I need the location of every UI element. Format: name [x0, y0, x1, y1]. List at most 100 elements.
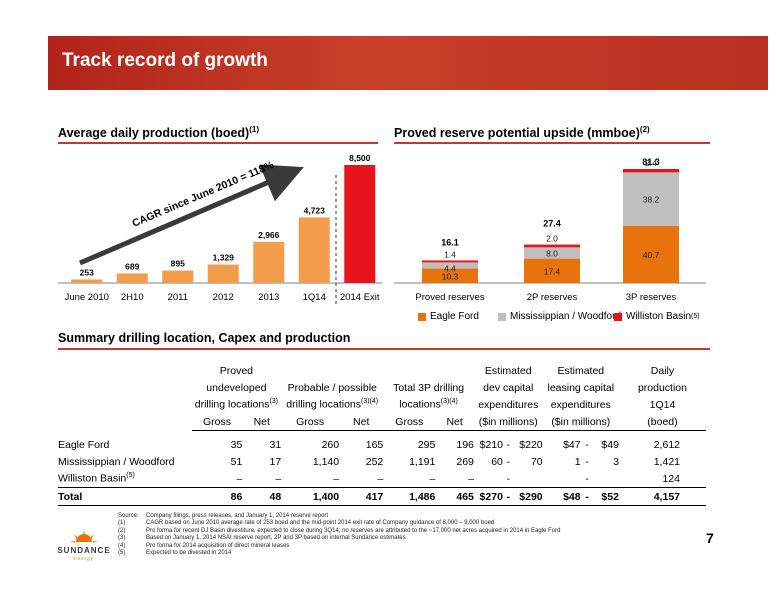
cell-pu-n: 48 [242, 487, 282, 506]
header-row-3: drilling locations(3) drilling locations… [58, 396, 706, 413]
hdr-probable-3: drilling locations(3)(4) [281, 396, 383, 413]
col-hdr-net: Net [339, 413, 384, 431]
hdr-daily-3: 1Q14 [649, 398, 676, 411]
cell-t-n: 465 [435, 487, 474, 506]
cell-dev-sep: - [502, 487, 514, 506]
cell-lease-hi [594, 470, 619, 488]
footnote-key: (5) [118, 550, 126, 557]
legend-swatch-eagle-ford [418, 312, 426, 321]
summary-title-rule [58, 348, 710, 350]
footnote: Source: Company filings, press releases, … [118, 513, 560, 520]
col-hdr-gross: Gross [281, 413, 340, 431]
reserves-title-text: Proved reserve potential upside (mmboe) [394, 126, 640, 141]
bar-2014-exit [344, 165, 376, 283]
summary-table: Proved Estimated Estimated Daily undevel… [58, 362, 706, 506]
bar-segment-williston-basin [524, 244, 580, 248]
col-hdr-boed: (boed) [618, 413, 706, 431]
bar-value-label: 8,500 [349, 153, 371, 163]
cell-dev-sep: - [506, 472, 511, 485]
bar-value-label: 895 [171, 259, 185, 269]
cell-pp-n: 252 [365, 455, 384, 468]
cell-pu-n: – [275, 472, 282, 485]
footnote-key: (4) [118, 542, 126, 549]
stack-total-label: 27.4 [543, 219, 561, 229]
hdr-dev-3: expenditures [478, 398, 539, 411]
segment-value-label: 10.3 [442, 271, 459, 281]
summary-title: Summary drilling location, Capex and pro… [58, 331, 351, 345]
row-label-text: Total [58, 490, 83, 503]
segment-value-label: 4.4 [444, 263, 456, 273]
legend-label-mississippian: Mississippian / Woodford [510, 311, 621, 322]
row-label: Total [58, 487, 192, 506]
table-row: Mississippian / Woodford 51 17 1,140 252 1,19… [58, 453, 706, 470]
bar-1q14 [298, 217, 330, 283]
title-banner: Track record of growth [48, 36, 768, 90]
summary-body: Eagle Ford 35 31 260 165 295 196 $210- $220 $47- $… [58, 436, 706, 506]
footnote-text: CAGR based on June 2010 average rate of … [146, 520, 495, 527]
cell-dev-lo: 60 [491, 455, 503, 468]
legend-williston: Williston Basin (5) [614, 311, 700, 322]
cell-t-g: 1,486 [383, 487, 436, 506]
segment-value-label: 40.7 [643, 250, 660, 260]
reserves-chart-title: Proved reserve potential upside (mmboe)(… [394, 125, 650, 140]
bar-segment-eagle-ford [422, 268, 478, 283]
row-label: Eagle Ford [58, 436, 192, 453]
segment-value-label: 1.4 [444, 249, 456, 259]
cell-pp-g: 260 [321, 438, 340, 451]
row-label-sup: (5) [126, 472, 135, 480]
cell-pp-g: 1,140 [312, 455, 340, 468]
legend-mississippian: Mississippian / Woodford [498, 311, 621, 322]
bar-2013 [253, 241, 285, 283]
hdr-probable-3-text: drilling locations [286, 398, 362, 411]
hdr-total3p-3-text: locations [399, 398, 441, 411]
cell-lease-sep: - [585, 438, 589, 451]
reserves-stacked-bar-chart: 10.34.4 1.4 16.1 Proved reserves 17.4 8.0 2.0 2… [394, 157, 706, 303]
table-row: Eagle Ford 35 31 260 165 295 196 $210- $220 $47- $… [58, 436, 706, 453]
x-tick-label: 2H10 [121, 292, 144, 303]
sundance-logo: SUNDANCE energy [57, 530, 110, 561]
cell-dev-lo: $210 [479, 438, 503, 451]
table-row: Williston Basin(5) – – – – – – - - 124 [58, 470, 706, 488]
bar-segment-eagle-ford [524, 258, 580, 283]
cell-t-n: 269 [456, 455, 474, 468]
cell-lease-hi: 3 [613, 455, 619, 468]
cell-dev-hi: $220 [519, 438, 543, 451]
logo-subtitle: energy [74, 556, 94, 561]
col-hdr-gross: Gross [383, 413, 436, 431]
footnotes: Source: Company filings, press releases, … [118, 513, 560, 557]
hdr-lease-2: leasing capital [547, 381, 615, 394]
cell-lease-lo: 1 [574, 455, 581, 468]
cell-lease-hi: $49 [601, 438, 619, 451]
cell-pp-n: 165 [365, 438, 384, 451]
footnote: (2) Pro forma for recent DJ Basin divesti… [118, 528, 560, 535]
bar-value-label: 253 [80, 267, 94, 277]
cell-dev-sep: - [506, 455, 511, 468]
row-label: Mississippian / Woodford [58, 453, 192, 470]
hdr-dev-1: Estimated [484, 364, 532, 377]
cell-dev-lo [474, 470, 503, 488]
cell-pp-g: – [333, 472, 340, 485]
hdr-probable-1 [281, 362, 383, 379]
bar-2012 [207, 264, 239, 283]
legend-swatch-williston [614, 312, 622, 321]
x-tick-label: 2013 [258, 292, 279, 303]
header-row-1: Proved Estimated Estimated Daily [58, 362, 706, 379]
footnote-text: Pro forma for recent DJ Basin divestitur… [146, 527, 561, 534]
cell-lease-sep: - [580, 487, 594, 506]
bar-segment-williston-basin [422, 260, 478, 263]
cagr-label: CAGR since June 2010 = 118% [130, 159, 276, 230]
bar-2h10 [116, 273, 148, 283]
row-label-text: Eagle Ford [58, 438, 110, 451]
footnote: (3) Based on January 1, 2014 NSAI reserve… [118, 535, 560, 542]
hdr-lease-3: expenditures [550, 398, 611, 411]
col-hdr-dev-units: ($in millions) [473, 413, 543, 431]
legend-swatch-mississippian [498, 312, 506, 321]
hdr-daily-1: Daily [650, 364, 675, 377]
footnote-text: Based on January 1, 2014 NSAI reserve re… [146, 535, 406, 542]
bar-value-label: 689 [125, 261, 139, 271]
segment-value-label: 2.0 [546, 234, 558, 244]
x-tick-label: 1Q14 [303, 292, 326, 303]
cell-lease-lo: $47 [563, 438, 581, 451]
production-title-text: Average daily production (boed) [58, 126, 250, 141]
row-label-text: Mississippian / Woodford [58, 455, 175, 468]
